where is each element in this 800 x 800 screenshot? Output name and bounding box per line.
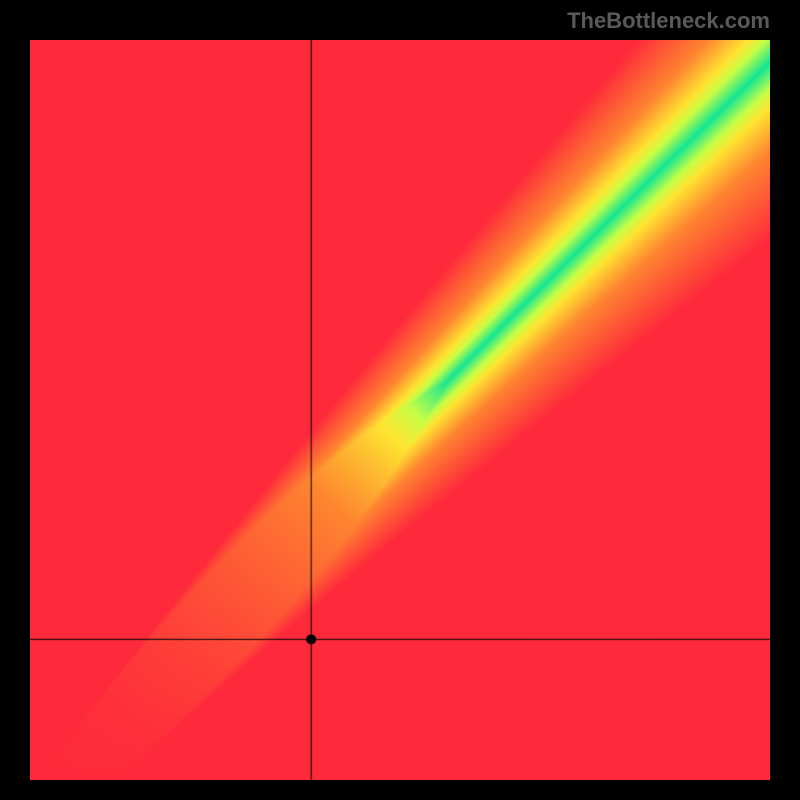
heatmap-plot	[30, 40, 770, 780]
chart-container: TheBottleneck.com	[0, 0, 800, 800]
watermark-text: TheBottleneck.com	[567, 8, 770, 34]
heatmap-canvas	[30, 40, 770, 780]
